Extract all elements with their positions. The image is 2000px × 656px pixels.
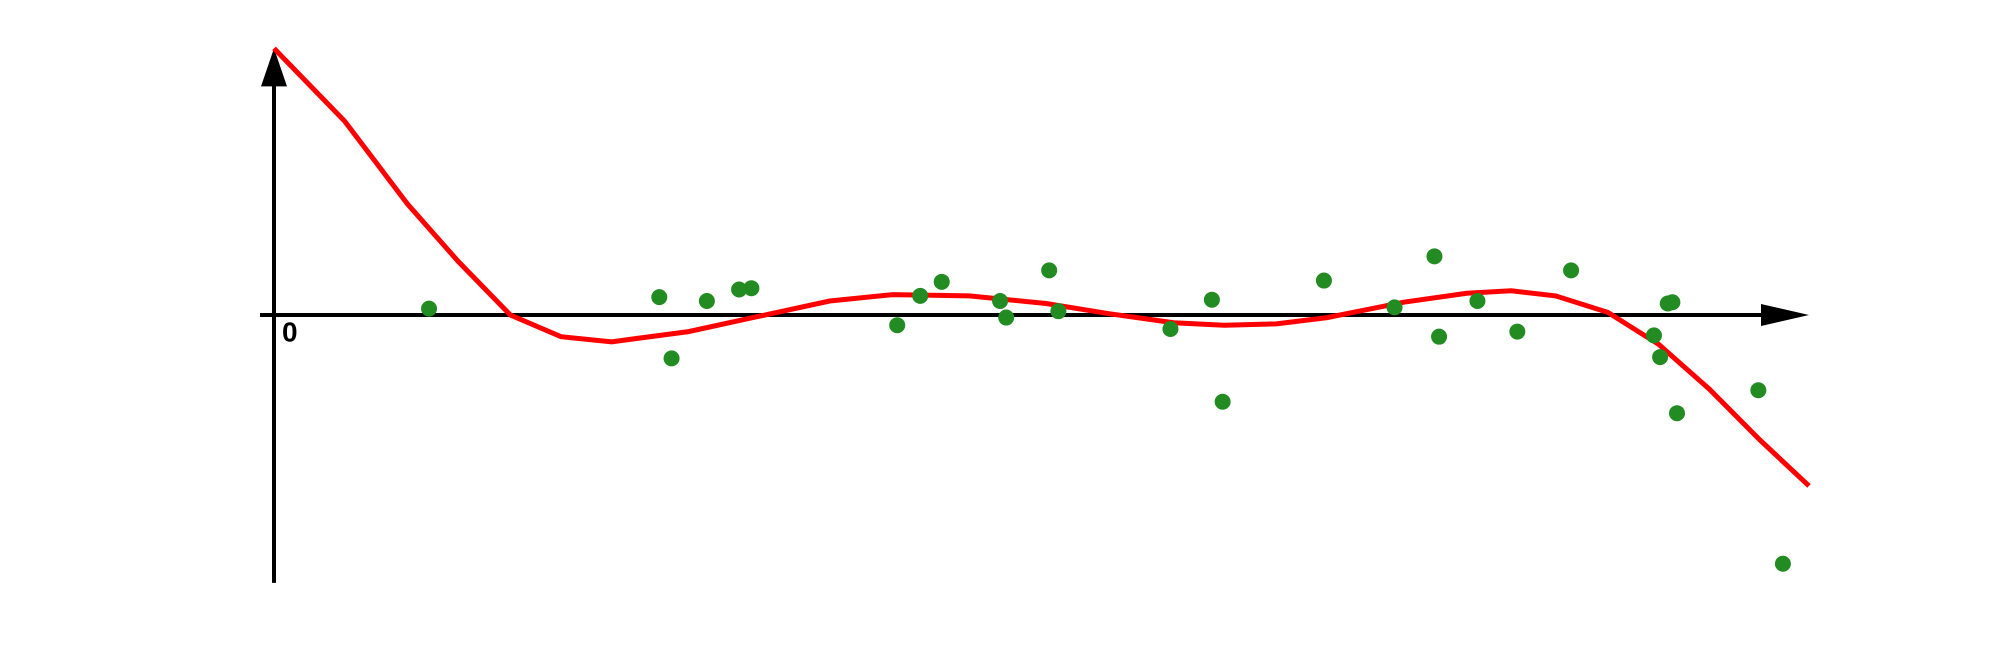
fit-curve [272,46,1811,488]
data-point [1426,248,1443,265]
data-point [651,289,668,306]
data-point [421,300,438,317]
data-point [1509,323,1526,340]
data-point [1315,272,1332,289]
data-point [1469,292,1486,309]
data-point [663,350,680,367]
data-point [1041,262,1058,279]
data-point [1664,294,1681,311]
data-point [1645,327,1662,344]
data-point [1563,262,1580,279]
data-point [1774,555,1791,572]
data-point [743,280,760,297]
data-point [912,287,929,304]
x-tick-label: 0 [282,316,298,347]
data-point [1050,303,1067,320]
data-point [1162,321,1179,338]
data-point [731,281,748,298]
data-point [889,317,906,334]
x-axis-arrow [1761,304,1809,326]
data-point [1668,405,1685,422]
data-point [992,292,1009,309]
data-point [1431,328,1448,345]
data-point [1652,349,1669,366]
data-point [1203,291,1220,308]
y-axis-arrow [261,48,287,87]
data-point [1386,299,1403,316]
data-point [998,309,1015,326]
data-point [1214,393,1231,410]
data-point [933,273,950,290]
data-point [698,292,715,309]
data-point [1750,382,1767,399]
